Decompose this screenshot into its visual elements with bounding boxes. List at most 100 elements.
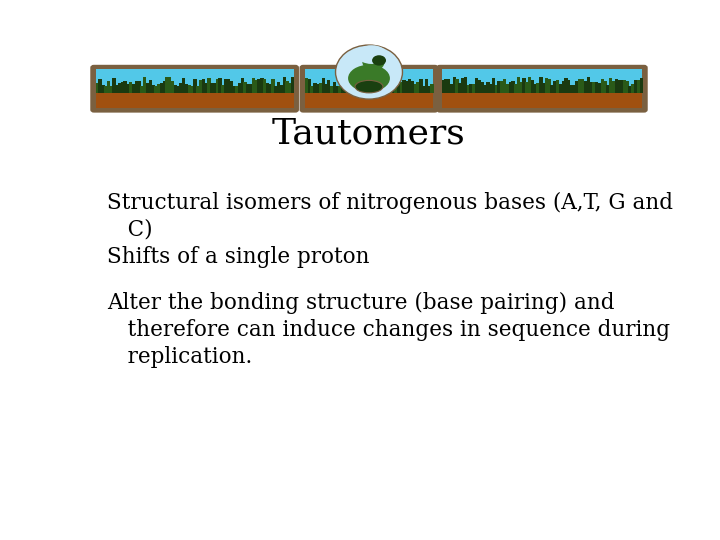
- Bar: [517, 77, 521, 93]
- Bar: [218, 78, 222, 93]
- Bar: [109, 86, 113, 93]
- Bar: [411, 82, 414, 93]
- Bar: [422, 86, 426, 93]
- Bar: [266, 83, 269, 93]
- Bar: [539, 77, 543, 93]
- Ellipse shape: [355, 80, 383, 93]
- Bar: [168, 77, 171, 93]
- Bar: [553, 81, 557, 93]
- Bar: [112, 78, 116, 93]
- Bar: [467, 85, 470, 93]
- Bar: [126, 84, 130, 93]
- Bar: [154, 86, 158, 93]
- Bar: [193, 79, 197, 93]
- Bar: [330, 86, 333, 93]
- Bar: [230, 82, 233, 93]
- Bar: [240, 78, 244, 93]
- Bar: [338, 86, 342, 93]
- Bar: [333, 82, 336, 93]
- Bar: [174, 85, 177, 93]
- Bar: [305, 69, 433, 109]
- Bar: [400, 82, 403, 93]
- Bar: [202, 79, 205, 93]
- Bar: [441, 69, 642, 109]
- Bar: [419, 79, 423, 93]
- Bar: [221, 85, 225, 93]
- Bar: [305, 93, 433, 109]
- Bar: [176, 86, 180, 93]
- Bar: [258, 79, 261, 93]
- Bar: [235, 86, 238, 93]
- Bar: [505, 84, 509, 93]
- Bar: [207, 78, 210, 93]
- Bar: [531, 80, 534, 93]
- Bar: [564, 78, 567, 93]
- Bar: [456, 79, 459, 93]
- Bar: [572, 85, 576, 93]
- Bar: [196, 86, 199, 93]
- Bar: [528, 77, 531, 93]
- Bar: [166, 77, 168, 93]
- Bar: [408, 79, 411, 93]
- Ellipse shape: [336, 45, 402, 99]
- Bar: [124, 80, 127, 93]
- FancyBboxPatch shape: [91, 66, 298, 112]
- Bar: [204, 83, 208, 93]
- Bar: [620, 80, 624, 93]
- Bar: [570, 85, 573, 93]
- Bar: [277, 83, 280, 93]
- Bar: [634, 80, 637, 93]
- Bar: [132, 84, 135, 93]
- Bar: [260, 78, 264, 93]
- Bar: [336, 86, 339, 93]
- Bar: [274, 86, 277, 93]
- Bar: [526, 83, 528, 93]
- Bar: [556, 79, 559, 93]
- Bar: [478, 80, 481, 93]
- Bar: [500, 82, 503, 93]
- Bar: [138, 80, 141, 93]
- Bar: [559, 84, 562, 93]
- Bar: [115, 85, 119, 93]
- Bar: [425, 78, 428, 93]
- Bar: [263, 79, 266, 93]
- Bar: [246, 84, 250, 93]
- Bar: [483, 85, 487, 93]
- Bar: [372, 85, 375, 93]
- Bar: [593, 82, 595, 93]
- Bar: [603, 80, 607, 93]
- Bar: [369, 84, 372, 93]
- Bar: [313, 83, 317, 93]
- Bar: [291, 77, 294, 93]
- Bar: [578, 79, 582, 93]
- Ellipse shape: [348, 65, 390, 92]
- Bar: [185, 84, 188, 93]
- Bar: [255, 80, 258, 93]
- Bar: [349, 86, 353, 93]
- Bar: [143, 77, 146, 93]
- Bar: [428, 86, 431, 93]
- Bar: [626, 80, 629, 93]
- Bar: [489, 84, 492, 93]
- Bar: [444, 78, 448, 93]
- Bar: [271, 79, 275, 93]
- Bar: [511, 81, 515, 93]
- Bar: [469, 84, 473, 93]
- Bar: [361, 82, 364, 93]
- Bar: [402, 80, 406, 93]
- Bar: [447, 79, 451, 93]
- Bar: [305, 78, 308, 93]
- Bar: [179, 83, 183, 93]
- Bar: [587, 77, 590, 93]
- Text: Structural isomers of nitrogenous bases (A,T, G and
   C): Structural isomers of nitrogenous bases …: [107, 192, 672, 241]
- Bar: [486, 82, 490, 93]
- Bar: [358, 83, 361, 93]
- Bar: [121, 82, 124, 93]
- Bar: [629, 86, 632, 93]
- Bar: [581, 79, 585, 93]
- Bar: [107, 80, 110, 93]
- Bar: [389, 81, 392, 93]
- FancyBboxPatch shape: [437, 66, 647, 112]
- Bar: [322, 78, 325, 93]
- Bar: [545, 78, 548, 93]
